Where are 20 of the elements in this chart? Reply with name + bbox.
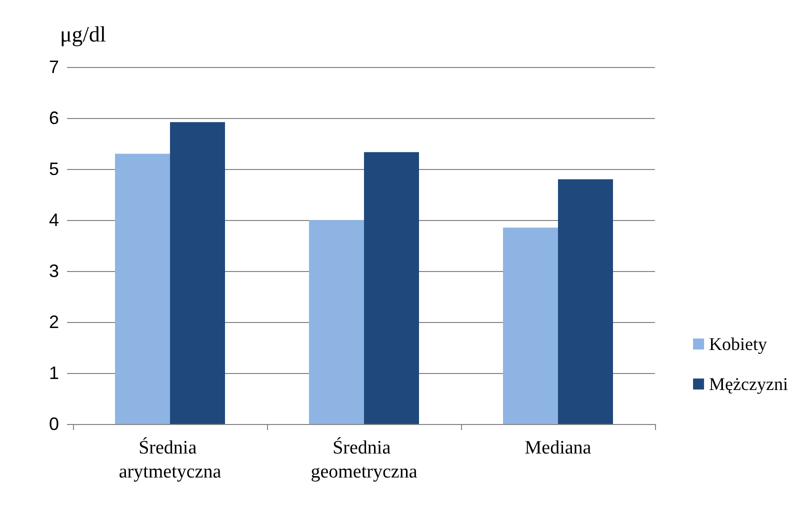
y-tick-label: 5	[48, 159, 59, 179]
x-tick-label: Średnia arytmetyczna	[118, 436, 222, 482]
legend-label: Mężczyzni	[709, 374, 788, 394]
x-tick-label: Średnia geometryczna	[310, 436, 418, 482]
bar	[309, 220, 364, 424]
bar	[170, 122, 225, 424]
y-tick-label: 1	[48, 363, 59, 383]
y-tick-label: 7	[48, 57, 59, 77]
bar	[115, 154, 170, 424]
y-tick-label: 3	[48, 261, 59, 281]
y-tick-label: 2	[48, 312, 59, 332]
y-tick-label: 0	[48, 414, 59, 434]
y-tick-label: 6	[48, 108, 59, 128]
bar	[558, 179, 613, 424]
bar	[503, 228, 558, 424]
x-tick-label: Mediana	[524, 438, 592, 458]
y-axis-title: μg/dl	[60, 22, 106, 46]
legend-label: Kobiety	[709, 334, 768, 354]
y-tick-label: 4	[48, 210, 59, 230]
bar	[364, 152, 419, 424]
